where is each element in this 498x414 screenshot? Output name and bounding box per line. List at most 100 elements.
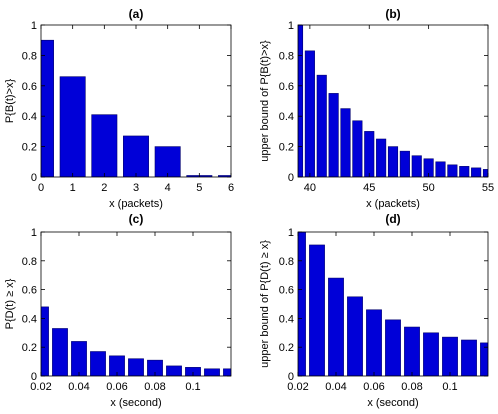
panel-b-bar [328,93,339,177]
panel-b-bar [364,131,375,177]
panel-c-xtick-label: 0.04 [68,381,89,393]
panel-d-ytick-label: 1 [288,227,294,239]
panel-a-xtick-label: 5 [196,182,202,194]
panel-d-bar [328,277,344,376]
panel-b-bar [482,169,488,177]
panel-c: (c) 0.02 0.04 0.06 0.08 0.1 0 0.2 0.4 0.6 0.8 1 x … [4,212,232,409]
panel-a-ylabel: P{B(t)>x} [4,79,16,124]
panel-a-bar [91,114,118,177]
panel-d-ylabel: upper bound of P{D(t) ≥ x} [259,240,271,368]
panel-a-title: (a) [129,7,144,21]
panel-d-ytick-label: 0 [288,371,294,383]
panel-c-bar [90,351,106,376]
panel-b-xtick-label: 55 [482,182,494,194]
panel-d-bar [309,244,325,376]
panel-b-ytick-label: 0.2 [279,142,294,154]
panel-b-ticks: 40 45 50 55 0 0.2 0.4 0.6 0.8 1 [279,20,494,194]
panel-d-bar [423,332,439,376]
panel-c-ytick-label: 0.2 [22,342,37,354]
panel-a-ytick-label: 1 [31,20,37,32]
panel-b-xtick-label: 40 [304,182,316,194]
panel-d-bar [298,232,306,376]
panel-c-bars [41,306,231,376]
panel-a-bar [59,76,86,177]
panel-d-ytick-label: 0.4 [279,313,294,325]
panel-c-axes-box [40,231,232,377]
panel-c-bar [147,359,163,376]
panel-d-bars [298,232,488,376]
panel-b-ytick-label: 0.8 [279,50,294,62]
panel-c-xlabel: x (second) [110,397,161,409]
panel-c-ytick-label: 0 [31,371,37,383]
panel-d-bar [461,339,477,376]
panel-b-bar [447,164,458,177]
panel-d-ytick-label: 0.8 [279,256,294,268]
panel-a-ytick-label: 0.2 [22,142,37,154]
panel-c-ticks: 0.02 0.04 0.06 0.08 0.1 0 0.2 0.4 0.6 0.8 1 [22,227,231,393]
panel-d-bar [366,309,382,376]
panel-c-bar [166,365,182,376]
panel-b-ytick-label: 0 [288,172,294,184]
panel-c-bar [71,341,87,376]
panel-d-bar [347,296,363,376]
panel-b-bar [399,150,410,177]
panel-a-xlabel: x (packets) [109,198,163,210]
panel-c-xtick-label: 0.02 [30,381,51,393]
panel-b-bar [304,50,315,177]
panel-d-xtick-label: 0.1 [442,381,457,393]
panel-a-axes-box [40,24,232,178]
panel-a-xtick-label: 2 [101,182,107,194]
panel-c-bar [128,358,144,376]
panel-b-bar [316,74,327,177]
panel-b-bar [298,25,304,177]
panel-b-bar [352,120,363,177]
panel-c-title: (c) [129,212,144,226]
panel-c-ytick-label: 1 [31,227,37,239]
panel-b-xtick-label: 45 [363,182,375,194]
panel-d: (d) 0.02 0.04 0.06 0.08 0.1 0 0.2 0.4 0.6 0.8 1 x … [259,212,489,409]
panel-a-ytick-label: 0 [31,172,37,184]
panel-a-xtick-label: 4 [165,182,171,194]
panel-b-bar [387,146,399,177]
panel-d-xtick-label: 0.04 [325,381,346,393]
panel-a-bar [154,146,181,177]
panel-b-bar [411,155,422,177]
panel-b: (b) 40 45 50 55 0 0.2 0.4 0.6 0.8 1 x (packets) u… [259,7,494,210]
panel-b-ytick-label: 1 [288,20,294,32]
panel-b-ytick-label: 0.6 [279,81,294,93]
panel-c-xtick-label: 0.1 [185,381,200,393]
panel-b-xtick-label: 50 [423,182,435,194]
panel-a: (a) 0 1 2 3 4 5 6 0 0.2 0.4 0.6 0.8 1 x (packets) P{… [4,7,234,210]
panel-c-ytick-label: 0.8 [22,256,37,268]
panel-d-title: (d) [385,212,400,226]
panel-d-xlabel: x (second) [367,397,418,409]
panel-d-axes-box [297,231,489,377]
panel-c-xtick-label: 0.06 [106,381,127,393]
panel-c-xtick-label: 0.08 [144,381,165,393]
panel-a-xtick-label: 1 [70,182,76,194]
panel-c-bar [52,328,68,376]
panel-b-bars [298,25,488,177]
panel-d-xtick-label: 0.02 [287,381,308,393]
panel-b-axes-box [297,24,489,178]
panel-b-xlabel: x (packets) [366,198,420,210]
panel-a-ytick-label: 0.8 [22,50,37,62]
panel-a-ytick-label: 0.4 [22,111,37,123]
panel-a-xtick-label: 0 [38,182,44,194]
panel-a-xtick-label: 3 [133,182,139,194]
panel-c-ytick-label: 0.4 [22,313,37,325]
panel-b-bar [340,108,351,177]
panel-d-ytick-label: 0.6 [279,285,294,297]
panel-a-xtick-label: 6 [228,182,234,194]
panel-a-bar [123,135,149,177]
panel-d-xtick-label: 0.08 [401,381,422,393]
panel-a-bars [41,39,231,177]
panel-d-ytick-label: 0.2 [279,342,294,354]
panel-b-bar [376,138,387,177]
panel-b-ylabel: upper bound of P{B(t)>x} [259,40,271,162]
panel-c-ylabel: P{D(t) ≥ x} [4,278,16,329]
panel-d-bar [385,319,401,376]
panel-d-bar [442,336,458,376]
panel-b-bar [471,167,482,177]
